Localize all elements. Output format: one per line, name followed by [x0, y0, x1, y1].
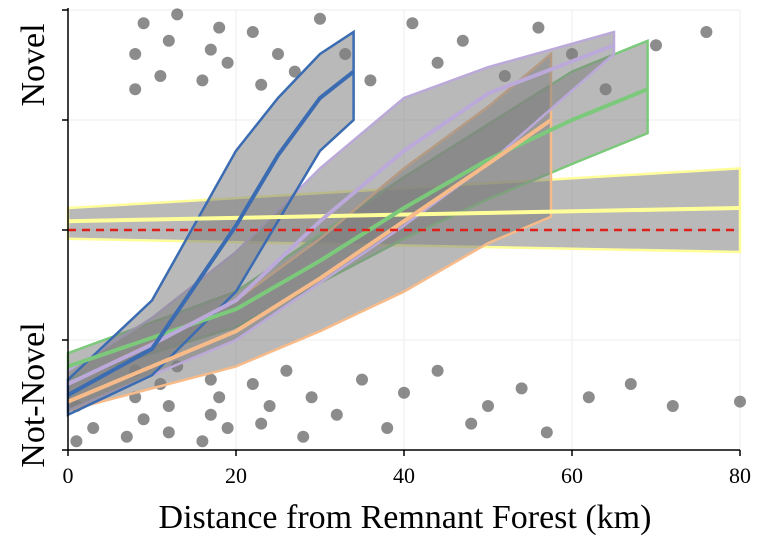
data-point [532, 21, 545, 34]
data-point [129, 48, 142, 60]
data-point [624, 378, 637, 390]
x-tick-label: 0 [63, 463, 74, 488]
data-point [582, 391, 595, 404]
data-point [734, 395, 746, 408]
data-point [700, 26, 713, 38]
data-point [330, 408, 343, 421]
fit-line [67, 206, 741, 224]
data-point [213, 391, 226, 404]
data-point [364, 74, 377, 87]
fit-line [67, 43, 615, 386]
fit-line [67, 118, 553, 404]
data-point [540, 426, 553, 439]
data-point [70, 435, 83, 448]
data-point [263, 400, 276, 412]
y-category-label: Novel [15, 23, 52, 106]
data-point [162, 34, 175, 47]
data-point [204, 373, 217, 386]
data-point [255, 417, 268, 430]
data-point [381, 422, 394, 434]
data-point [120, 430, 133, 443]
data-point [288, 65, 301, 78]
data-point [137, 17, 150, 30]
data-point [171, 8, 184, 21]
fit-line [67, 70, 355, 397]
data-point [255, 78, 268, 91]
data-point [162, 426, 175, 439]
data-point [666, 400, 679, 412]
data-point [398, 386, 410, 399]
data-point [465, 417, 478, 430]
x-tick-label: 60 [561, 463, 583, 488]
x-tick-label: 20 [225, 463, 247, 488]
data-point [87, 422, 100, 434]
fit-line [67, 87, 649, 369]
data-point [204, 43, 217, 56]
data-point [246, 378, 259, 390]
data-point [515, 382, 528, 395]
data-point [154, 70, 167, 82]
data-point [162, 400, 175, 412]
data-point [456, 34, 469, 47]
x-axis-title: Distance from Remnant Forest (km) [159, 499, 652, 536]
y-category-label: Not-Novel [15, 322, 52, 467]
data-point [431, 56, 444, 69]
data-point [305, 391, 318, 404]
data-point [221, 422, 234, 434]
data-point [314, 12, 326, 25]
data-point [650, 39, 662, 52]
data-point [297, 430, 310, 443]
data-point [129, 83, 142, 96]
data-point [431, 364, 444, 377]
data-point [406, 17, 419, 30]
data-point [272, 48, 284, 60]
data-point [204, 408, 217, 421]
x-tick-label: 40 [393, 463, 415, 488]
data-point [482, 400, 494, 412]
data-point [213, 21, 226, 34]
data-point [196, 74, 209, 87]
data-point [221, 56, 234, 69]
x-tick-label: 80 [729, 463, 751, 488]
data-point [356, 373, 368, 386]
confidence-band [66, 29, 355, 417]
data-point [280, 364, 293, 377]
data-point [196, 435, 209, 448]
data-point [137, 413, 150, 426]
data-point [246, 26, 259, 38]
